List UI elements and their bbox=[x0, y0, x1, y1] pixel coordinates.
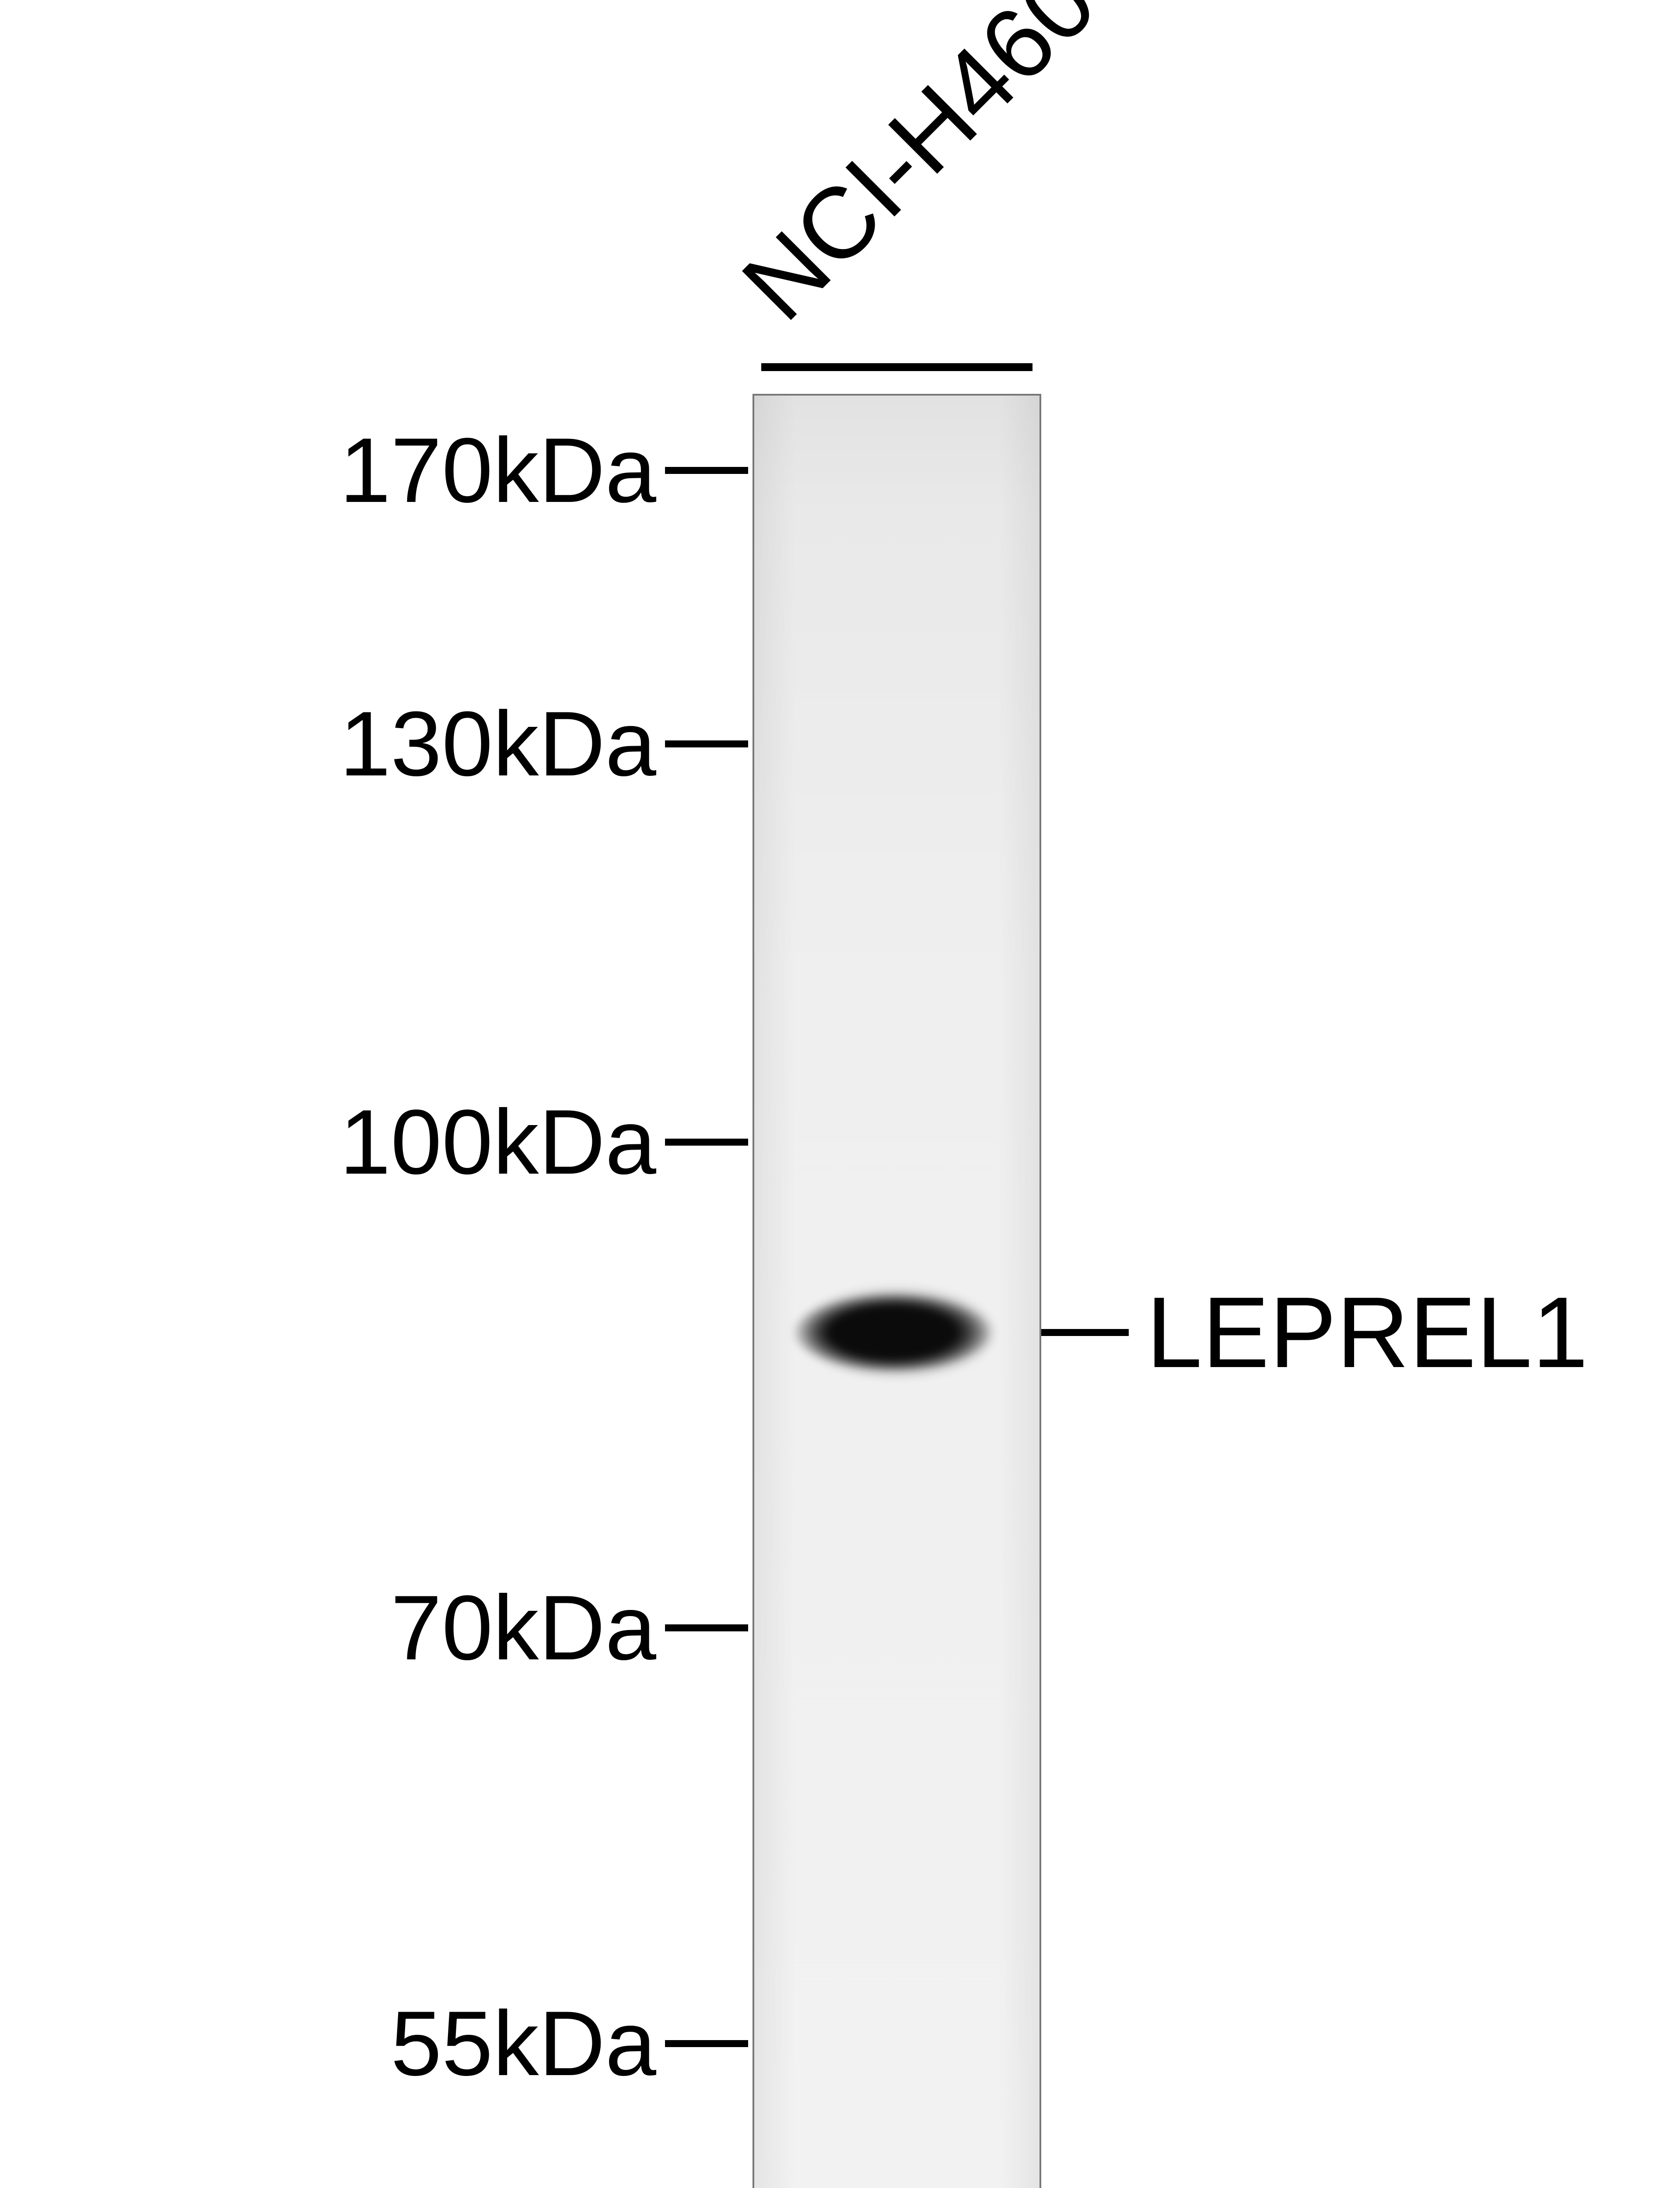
mw-marker-label: 70kDa bbox=[391, 1582, 656, 1674]
mw-marker-label: 170kDa bbox=[340, 424, 656, 516]
mw-marker-tick bbox=[665, 2040, 748, 2047]
mw-marker-tick bbox=[665, 740, 748, 747]
band-LEPREL1 bbox=[784, 1287, 1010, 1378]
mw-marker-tick bbox=[665, 1139, 748, 1146]
western-blot-figure: 170kDa130kDa100kDa70kDa55kDa40kDa35kDaNC… bbox=[0, 0, 1680, 2188]
blot-lane bbox=[752, 394, 1041, 2188]
mw-marker-tick bbox=[665, 467, 748, 474]
mw-marker-label: 55kDa bbox=[391, 1998, 656, 2090]
protein-label: LEPREL1 bbox=[1146, 1282, 1588, 1383]
sample-underline bbox=[761, 363, 1032, 371]
mw-marker-label: 130kDa bbox=[340, 698, 656, 790]
mw-marker-label: 100kDa bbox=[340, 1096, 656, 1188]
sample-label: NCI-H460 bbox=[725, 0, 1113, 337]
mw-marker-tick bbox=[665, 1624, 748, 1631]
protein-label-tick bbox=[1041, 1329, 1129, 1336]
